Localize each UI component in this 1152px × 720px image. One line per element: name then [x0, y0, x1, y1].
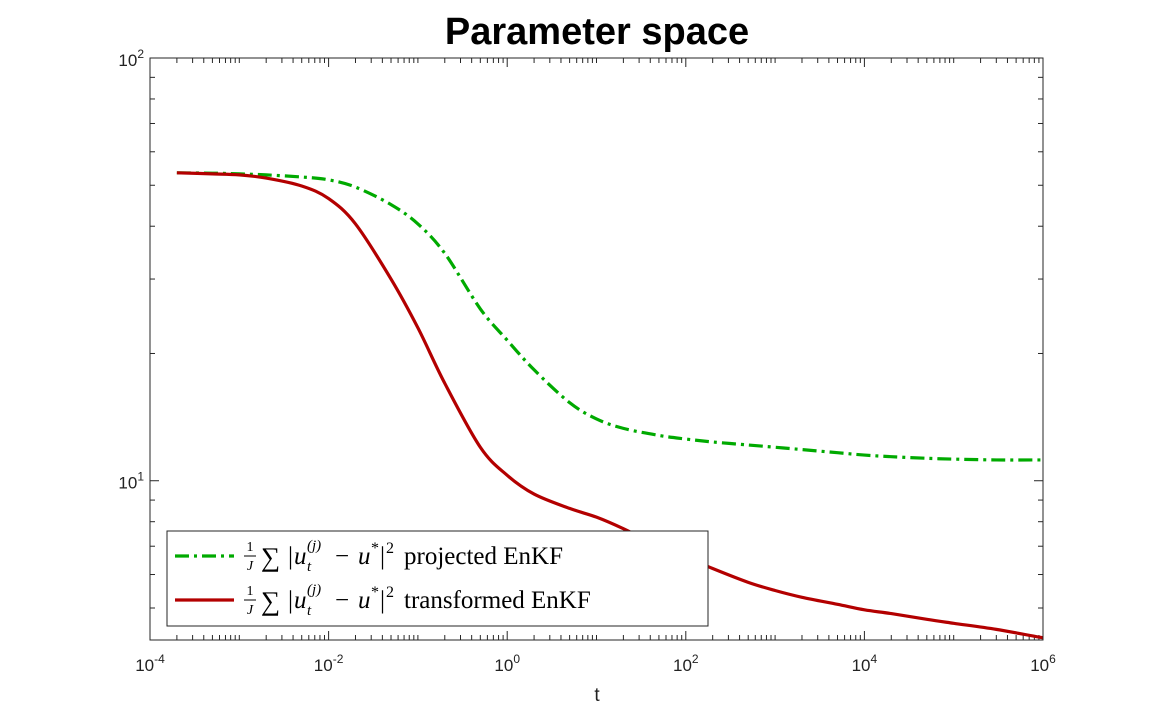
legend-minus: − — [335, 543, 349, 570]
legend-bar-close: | — [380, 543, 385, 570]
chart-title: Parameter space — [445, 11, 749, 53]
legend-target: u — [358, 543, 371, 570]
legend-frac-den: J — [247, 559, 254, 574]
legend-sub: t — [307, 603, 312, 619]
legend-minus: − — [335, 587, 349, 614]
legend-frac-num: 1 — [247, 584, 254, 599]
x-tick-label: 100 — [494, 652, 520, 675]
legend-sum-symbol: ∑ — [261, 586, 280, 616]
series-layer — [176, 171, 1044, 640]
legend-power: 2 — [386, 584, 394, 601]
legend-sup: (j) — [307, 582, 321, 598]
series-line-projected-enkf — [176, 171, 1044, 462]
legend-var: u — [294, 587, 307, 614]
legend-sub: t — [307, 559, 312, 575]
x-tick-label: 10-2 — [314, 652, 344, 675]
tick-labels: 10-4 10-2 100 102 104 106 101 102 — [118, 47, 1056, 675]
legend-bar-open: | — [288, 587, 293, 614]
legend-target-sup: * — [371, 540, 379, 557]
legend-bar-close: | — [380, 587, 385, 614]
legend-frac-num: 1 — [247, 540, 254, 555]
legend-target-sup: * — [371, 584, 379, 601]
legend-frac-den: J — [247, 603, 254, 618]
legend-label-projected: projected EnKF — [404, 543, 563, 570]
plot-area — [149, 57, 1044, 641]
x-tick-label: 10-4 — [135, 652, 165, 675]
legend-sum-symbol: ∑ — [261, 542, 280, 572]
x-tick-label: 104 — [852, 652, 878, 675]
legend-power: 2 — [386, 540, 394, 557]
x-axis-label: t — [594, 685, 600, 706]
legend-entry-transformed: 1 J ∑ | u (j) t − u * | 2 transformed En… — [244, 582, 591, 619]
x-tick-label: 106 — [1030, 652, 1056, 675]
legend-box — [166, 530, 709, 627]
y-tick-label: 102 — [118, 47, 144, 70]
legend-target: u — [358, 587, 371, 614]
legend-sup: (j) — [307, 538, 321, 554]
legend-label-transformed: transformed EnKF — [404, 587, 591, 614]
series-line-transformed-enkf — [176, 171, 1044, 640]
x-tick-label: 102 — [673, 652, 699, 675]
legend: 1 J ∑ | u (j) t − u * | 2 projected EnKF… — [166, 530, 709, 627]
legend-entry-projected: 1 J ∑ | u (j) t − u * | 2 projected EnKF — [244, 538, 563, 575]
legend-var: u — [294, 543, 307, 570]
legend-bar-open: | — [288, 543, 293, 570]
y-tick-label: 101 — [118, 470, 144, 493]
